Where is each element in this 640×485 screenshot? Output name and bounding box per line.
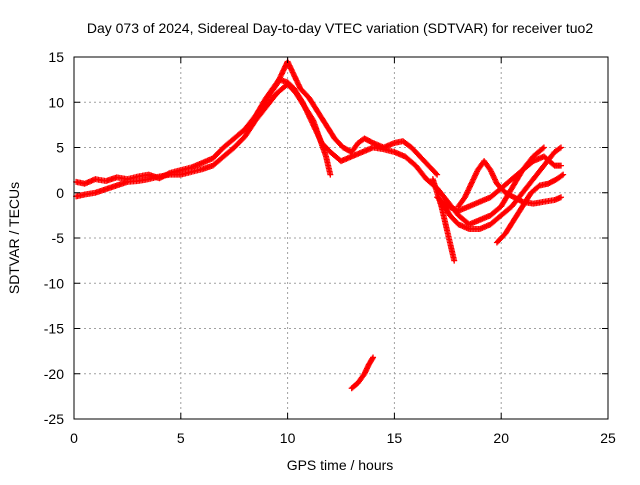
y-tick-label: -25 [44, 411, 64, 427]
y-axis-label: SDTVAR / TECUs [6, 182, 22, 294]
data-point [451, 257, 458, 264]
x-tick-label: 5 [177, 430, 185, 446]
data-point [558, 172, 565, 179]
data-point [560, 171, 567, 178]
y-tick-label: -5 [52, 230, 65, 246]
series-track-d [429, 176, 458, 264]
x-tick-label: 15 [387, 430, 403, 446]
x-tick-label: 25 [600, 430, 616, 446]
chart-title: Day 073 of 2024, Sidereal Day-to-day VTE… [87, 20, 594, 36]
y-tick-label: -10 [44, 275, 64, 291]
data-point [370, 354, 377, 361]
data-point [327, 171, 334, 178]
grid [74, 57, 608, 419]
y-tick-label: -20 [44, 366, 64, 382]
data-point [556, 145, 563, 152]
y-tick-label: 0 [56, 185, 64, 201]
x-tick-label: 0 [70, 430, 78, 446]
axis-ticks: 0 5 10 15 20 25 -25 -20 -15 -10 -5 0 5 10 15 [44, 49, 616, 446]
y-tick-label: 10 [48, 94, 64, 110]
x-tick-label: 20 [493, 430, 509, 446]
data-series [73, 58, 567, 392]
x-axis-label: GPS time / hours [287, 457, 394, 473]
data-point [540, 144, 547, 151]
series-track-b [73, 81, 334, 200]
y-tick-label: -15 [44, 321, 64, 337]
series-track-h [434, 153, 565, 214]
y-tick-label: 15 [48, 49, 64, 65]
data-point [539, 145, 546, 152]
data-point [558, 144, 565, 151]
data-point [369, 355, 376, 362]
data-point [558, 194, 565, 201]
series-track-f [455, 158, 565, 210]
series-track-c [252, 58, 441, 178]
series-track-g [493, 171, 567, 246]
series-track-i [348, 354, 377, 392]
data-point [433, 170, 440, 177]
y-tick-label: 5 [56, 140, 64, 156]
x-tick-label: 10 [280, 430, 296, 446]
data-point [558, 162, 565, 169]
data-point [434, 171, 441, 178]
